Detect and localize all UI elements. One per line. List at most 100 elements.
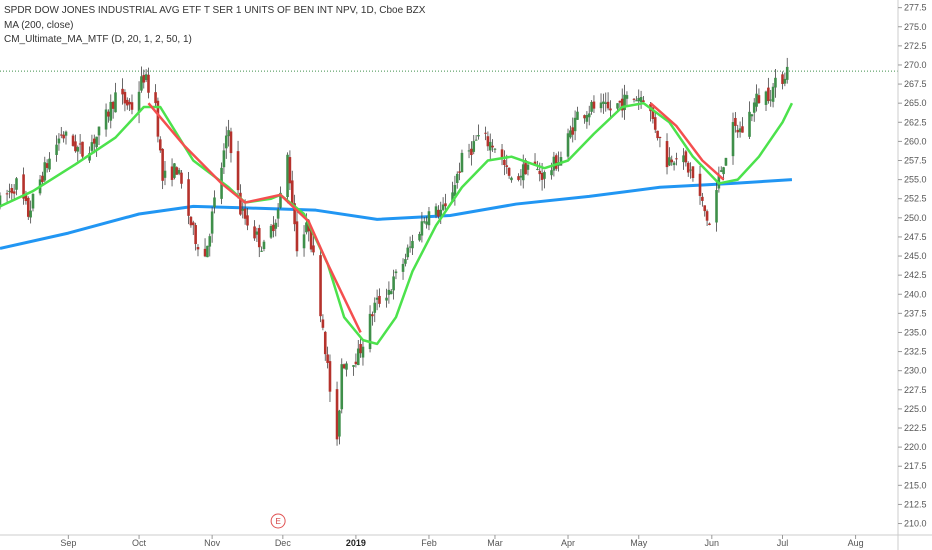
candle-down (180, 172, 183, 184)
candle-up (55, 144, 58, 155)
candle-down (741, 126, 744, 133)
candle-up (340, 364, 344, 410)
candle-up (748, 111, 751, 137)
candle-down (288, 157, 292, 184)
candle-up (279, 192, 282, 208)
candle-down (670, 159, 674, 163)
candle-up (672, 162, 676, 166)
candle-up (95, 136, 98, 148)
x-tick-label: May (630, 538, 648, 548)
candle-down (698, 173, 702, 196)
candle-up (635, 100, 638, 102)
candle-up (521, 164, 525, 181)
candle-up (173, 163, 176, 178)
candle-up (422, 221, 426, 223)
candle-down (41, 175, 44, 182)
earnings-event-label: E (275, 517, 280, 526)
candle-up (783, 78, 787, 84)
candle-down (203, 248, 207, 257)
candle-up (338, 410, 341, 437)
y-tick-label: 265.0 (904, 98, 927, 108)
candle-up (477, 135, 480, 137)
candle-up (269, 225, 273, 238)
candle-up (668, 157, 671, 166)
candle-up (262, 241, 266, 249)
x-tick-label: Nov (204, 538, 221, 548)
candle-up (352, 365, 355, 367)
candle-up (585, 114, 589, 122)
candle-down (107, 111, 110, 117)
candle-up (76, 147, 80, 152)
candle-down (484, 132, 487, 134)
candle-down (675, 158, 678, 160)
candle-up (771, 86, 775, 102)
candle-up (356, 348, 360, 366)
candle-up (639, 97, 643, 103)
candle-up (764, 91, 768, 105)
candle-up (604, 102, 608, 104)
x-tick-label: Sep (60, 538, 76, 548)
x-tick-label: 2019 (346, 538, 366, 548)
candle-down (491, 145, 494, 148)
candle-down (781, 74, 784, 84)
candle-up (625, 95, 629, 99)
candle-down (189, 216, 193, 226)
price-axis: 210.0 212.5 215.0 217.5 220.0 222.5 225.0 227.5… (897, 0, 927, 550)
candle-down (74, 141, 77, 152)
candle-down (229, 131, 233, 154)
candle-down (651, 107, 655, 119)
candle-down (243, 208, 247, 219)
candle-down (147, 74, 150, 93)
candle-up (418, 234, 421, 241)
candle-down (45, 163, 49, 168)
legend-ma-line: MA (200, close) (4, 19, 74, 31)
candle-up (57, 138, 61, 144)
x-tick-label: Dec (275, 538, 292, 548)
candle-up (587, 113, 591, 118)
candle-down (470, 148, 473, 156)
candle-up (163, 170, 167, 178)
candle-down (158, 139, 162, 151)
candle-up (590, 101, 593, 112)
candle-down (154, 92, 157, 104)
candle-down (500, 149, 504, 160)
candle-up (109, 101, 113, 121)
candle-up (406, 247, 410, 258)
candle-down (239, 192, 242, 215)
candle-down (111, 101, 115, 109)
candle-down (236, 151, 240, 191)
y-tick-label: 255.0 (904, 175, 927, 185)
candle-down (606, 101, 610, 109)
y-tick-label: 220.0 (904, 442, 927, 452)
candle-down (540, 172, 544, 180)
candle-up (8, 190, 11, 192)
candle-up (227, 130, 230, 137)
candle-up (738, 128, 742, 133)
candle-up (15, 178, 18, 190)
candle-down (592, 101, 596, 109)
candle-down (684, 151, 688, 163)
candle-down (486, 136, 490, 147)
candle-down (10, 187, 14, 194)
candle-down (71, 135, 75, 146)
y-tick-label: 227.5 (904, 385, 927, 395)
ma200-layer (0, 178, 793, 250)
candle-up (602, 101, 605, 104)
candle-up (715, 190, 718, 223)
candle-up (305, 222, 308, 233)
y-tick-label: 267.5 (904, 79, 927, 89)
candle-up (755, 93, 758, 107)
candle-up (722, 167, 725, 175)
candle-up (48, 158, 51, 170)
candle-down (658, 136, 662, 138)
candle-down (734, 117, 737, 126)
y-tick-label: 240.0 (904, 289, 927, 299)
ma-fast-falling-line (147, 102, 362, 334)
ma-fast-rising-line (0, 101, 794, 346)
candle-down (703, 205, 707, 212)
candle-up (368, 313, 372, 350)
candle-down (378, 295, 381, 304)
candle-down (128, 101, 131, 105)
candle-up (224, 135, 228, 149)
